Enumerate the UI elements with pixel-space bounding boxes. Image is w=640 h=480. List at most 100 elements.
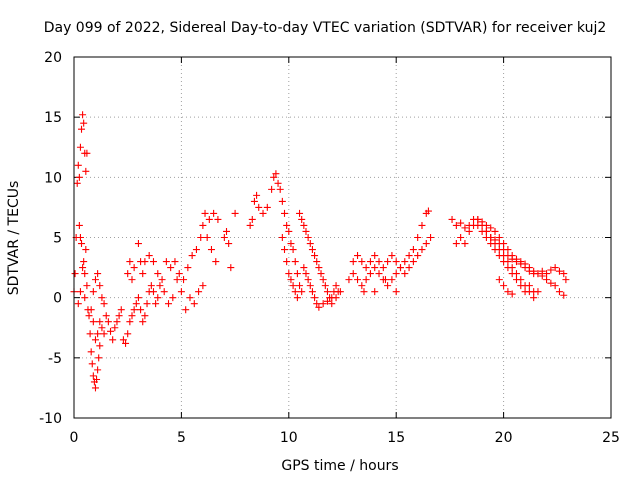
data-point	[115, 312, 123, 320]
data-point	[195, 288, 203, 296]
data-point	[141, 312, 149, 320]
data-point	[362, 276, 370, 284]
data-point	[525, 282, 533, 290]
data-point	[87, 306, 95, 314]
series-early-spike	[70, 111, 92, 314]
data-point	[452, 240, 460, 248]
data-point	[315, 303, 323, 311]
data-point	[85, 312, 93, 320]
data-point	[134, 294, 142, 302]
data-point	[321, 282, 329, 290]
data-point	[94, 270, 102, 278]
data-point	[109, 336, 117, 344]
data-point	[86, 330, 94, 338]
data-point	[199, 221, 207, 229]
data-point	[214, 215, 222, 223]
data-point	[73, 179, 81, 187]
data-point	[268, 185, 276, 193]
data-point	[104, 318, 112, 326]
data-point	[128, 276, 136, 284]
data-point	[281, 209, 289, 217]
data-point	[512, 258, 520, 266]
data-point	[354, 252, 362, 260]
data-point	[517, 260, 525, 268]
data-point	[137, 306, 145, 314]
data-point	[83, 282, 91, 290]
data-point	[500, 246, 508, 254]
y-tick-label: -5	[48, 351, 62, 367]
data-point	[304, 234, 312, 241]
data-point	[487, 224, 495, 232]
data-point	[190, 300, 198, 308]
y-axis-label: SDTVAR / TECUs	[6, 181, 22, 296]
data-point	[80, 258, 88, 266]
data-point	[530, 294, 538, 302]
data-point	[278, 234, 286, 241]
data-point	[89, 288, 97, 296]
data-point	[122, 339, 130, 347]
data-point	[124, 330, 132, 338]
series-late-band-1	[448, 215, 538, 302]
data-point	[79, 264, 87, 272]
data-point	[296, 209, 304, 217]
data-point	[128, 312, 136, 320]
data-point	[371, 264, 379, 272]
y-tick-label: 20	[44, 50, 62, 66]
data-point	[201, 209, 209, 217]
data-point	[141, 258, 149, 266]
data-point	[409, 246, 417, 254]
data-point	[375, 270, 383, 278]
data-point	[94, 366, 102, 374]
data-point	[188, 252, 196, 260]
x-tick-label: 25	[602, 430, 620, 446]
data-point	[551, 282, 559, 290]
data-point	[96, 342, 104, 350]
data-point	[145, 252, 153, 260]
data-point	[162, 258, 170, 266]
data-point	[405, 264, 413, 272]
data-point	[98, 294, 106, 302]
x-tick-label: 5	[177, 430, 186, 446]
data-point	[91, 336, 99, 344]
data-point	[379, 264, 387, 272]
data-point	[366, 270, 374, 278]
data-point	[495, 276, 503, 284]
data-point	[192, 246, 200, 254]
data-point	[82, 246, 90, 254]
data-point	[512, 270, 520, 278]
data-point	[293, 270, 301, 278]
data-point	[81, 270, 89, 278]
data-point	[87, 348, 95, 356]
data-point	[94, 330, 102, 338]
data-point	[274, 179, 282, 187]
series-upper-band	[124, 209, 239, 284]
data-point	[89, 318, 97, 326]
data-point	[358, 282, 366, 290]
data-point	[255, 203, 263, 211]
data-point	[547, 279, 555, 287]
data-point	[160, 288, 168, 296]
data-point	[298, 215, 306, 223]
data-point	[409, 258, 417, 266]
data-point	[285, 270, 293, 278]
x-axis-label: GPS time / hours	[281, 458, 398, 474]
data-point	[371, 288, 379, 296]
x-tick-label: 20	[495, 430, 513, 446]
data-point	[323, 297, 331, 305]
data-point	[304, 276, 312, 284]
data-point	[212, 258, 220, 266]
data-point	[272, 170, 280, 178]
data-point	[71, 270, 79, 278]
data-point	[287, 276, 295, 284]
data-point	[414, 252, 422, 260]
data-point	[227, 264, 235, 272]
x-tick-label: 0	[70, 430, 79, 446]
grid	[74, 57, 611, 418]
data-point	[457, 219, 465, 227]
data-point	[96, 318, 104, 326]
data-point	[551, 264, 559, 272]
data-point	[74, 161, 82, 169]
data-point	[457, 234, 465, 241]
data-point	[93, 375, 101, 383]
